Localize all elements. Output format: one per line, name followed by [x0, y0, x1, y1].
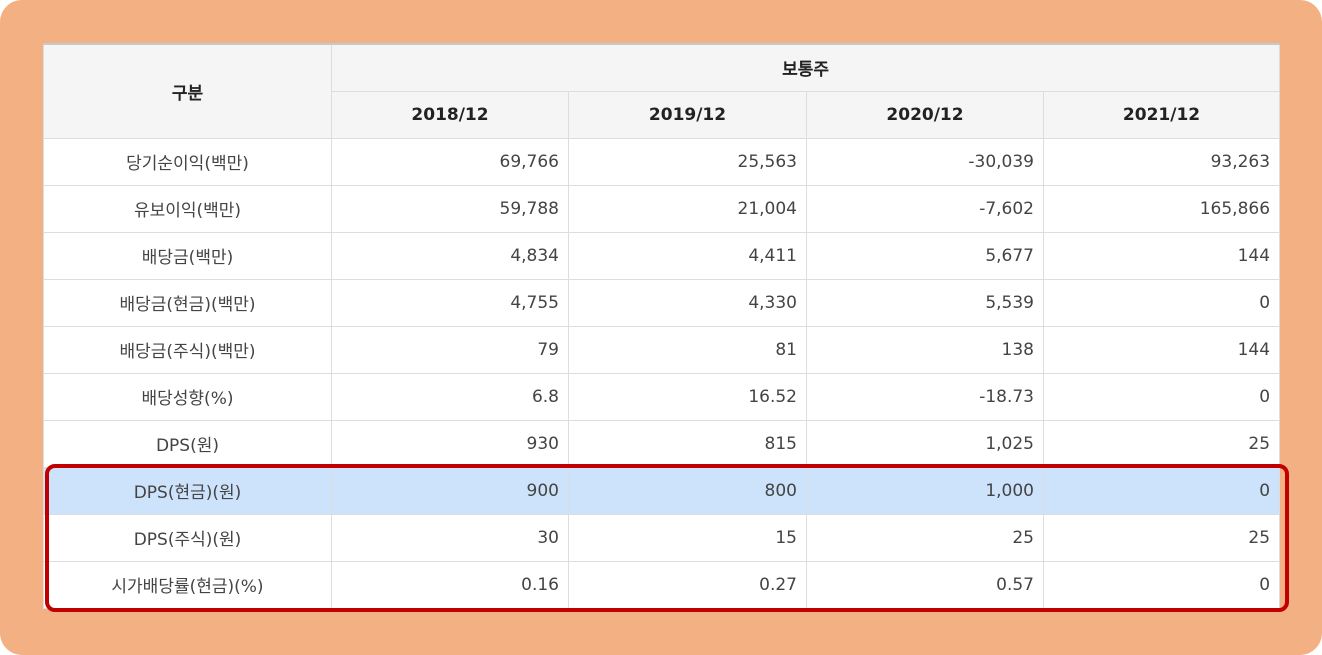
row-value: 15 [568, 513, 807, 562]
row-label: 배당금(현금)(백만) [43, 278, 332, 327]
table-row: DPS(원) 930 815 1,025 25 [43, 419, 1281, 468]
row-value: 138 [806, 325, 1044, 374]
row-value: 79 [331, 325, 569, 374]
row-value: 59,788 [331, 184, 569, 233]
row-value: 4,330 [568, 278, 807, 327]
dividend-table: 구분 보통주 2018/12 2019/12 2020/12 2021/12 당… [43, 43, 1281, 609]
row-label: 유보이익(백만) [43, 184, 332, 233]
row-label: DPS(원) [43, 419, 332, 468]
row-value: 930 [331, 419, 569, 468]
table-row-highlighted[interactable]: DPS(현금)(원) 900 800 1,000 0 [43, 466, 1281, 515]
row-value: 0 [1042, 560, 1281, 609]
table-row: 배당금(백만) 4,834 4,411 5,677 144 [43, 231, 1281, 280]
row-value: 4,755 [331, 278, 569, 327]
row-value: 800 [568, 466, 807, 515]
row-label: 배당금(주식)(백만) [43, 325, 332, 374]
row-value: 1,000 [806, 466, 1044, 515]
table-row: 당기순이익(백만) 69,766 25,563 -30,039 93,263 [43, 137, 1281, 186]
row-value: 144 [1042, 325, 1281, 374]
row-value: 815 [568, 419, 807, 468]
row-value: 0.57 [806, 560, 1044, 609]
header-category: 구분 [43, 43, 332, 139]
row-value: 0 [1042, 278, 1281, 327]
row-value: 4,411 [568, 231, 807, 280]
row-value: 0 [1042, 466, 1281, 515]
row-label: DPS(현금)(원) [43, 466, 332, 515]
table-row: 배당금(주식)(백만) 79 81 138 144 [43, 325, 1281, 374]
header-year: 2019/12 [568, 90, 807, 139]
row-label: 배당성향(%) [43, 372, 332, 421]
row-value: 25 [806, 513, 1044, 562]
table-body: 당기순이익(백만) 69,766 25,563 -30,039 93,263 유… [43, 137, 1281, 609]
row-value: 5,677 [806, 231, 1044, 280]
row-value: 0 [1042, 372, 1281, 421]
row-value: 5,539 [806, 278, 1044, 327]
row-value: 0.16 [331, 560, 569, 609]
row-label: 시가배당률(현금)(%) [43, 560, 332, 609]
row-value: 1,025 [806, 419, 1044, 468]
table-row: DPS(주식)(원) 30 15 25 25 [43, 513, 1281, 562]
row-value: 25 [1042, 513, 1281, 562]
row-value: -30,039 [806, 137, 1044, 186]
row-value: -18.73 [806, 372, 1044, 421]
row-value: 4,834 [331, 231, 569, 280]
row-label: 배당금(백만) [43, 231, 332, 280]
row-value: -7,602 [806, 184, 1044, 233]
table-row: 시가배당률(현금)(%) 0.16 0.27 0.57 0 [43, 560, 1281, 609]
row-value: 30 [331, 513, 569, 562]
row-value: 25 [1042, 419, 1281, 468]
dividend-table-panel: 구분 보통주 2018/12 2019/12 2020/12 2021/12 당… [43, 43, 1281, 609]
row-value: 21,004 [568, 184, 807, 233]
row-value: 25,563 [568, 137, 807, 186]
row-value: 0.27 [568, 560, 807, 609]
row-label: DPS(주식)(원) [43, 513, 332, 562]
row-value: 144 [1042, 231, 1281, 280]
table-header: 구분 보통주 2018/12 2019/12 2020/12 2021/12 [43, 43, 1281, 139]
table-row: 배당성향(%) 6.8 16.52 -18.73 0 [43, 372, 1281, 421]
row-value: 81 [568, 325, 807, 374]
row-label: 당기순이익(백만) [43, 137, 332, 186]
header-year: 2021/12 [1042, 90, 1281, 139]
row-value: 900 [331, 466, 569, 515]
header-year: 2018/12 [331, 90, 569, 139]
row-value: 165,866 [1042, 184, 1281, 233]
table-row: 유보이익(백만) 59,788 21,004 -7,602 165,866 [43, 184, 1281, 233]
row-value: 16.52 [568, 372, 807, 421]
row-value: 93,263 [1042, 137, 1281, 186]
header-year: 2020/12 [806, 90, 1044, 139]
row-value: 69,766 [331, 137, 569, 186]
header-group-common-stock: 보통주 [330, 43, 1281, 92]
row-value: 6.8 [331, 372, 569, 421]
table-row: 배당금(현금)(백만) 4,755 4,330 5,539 0 [43, 278, 1281, 327]
